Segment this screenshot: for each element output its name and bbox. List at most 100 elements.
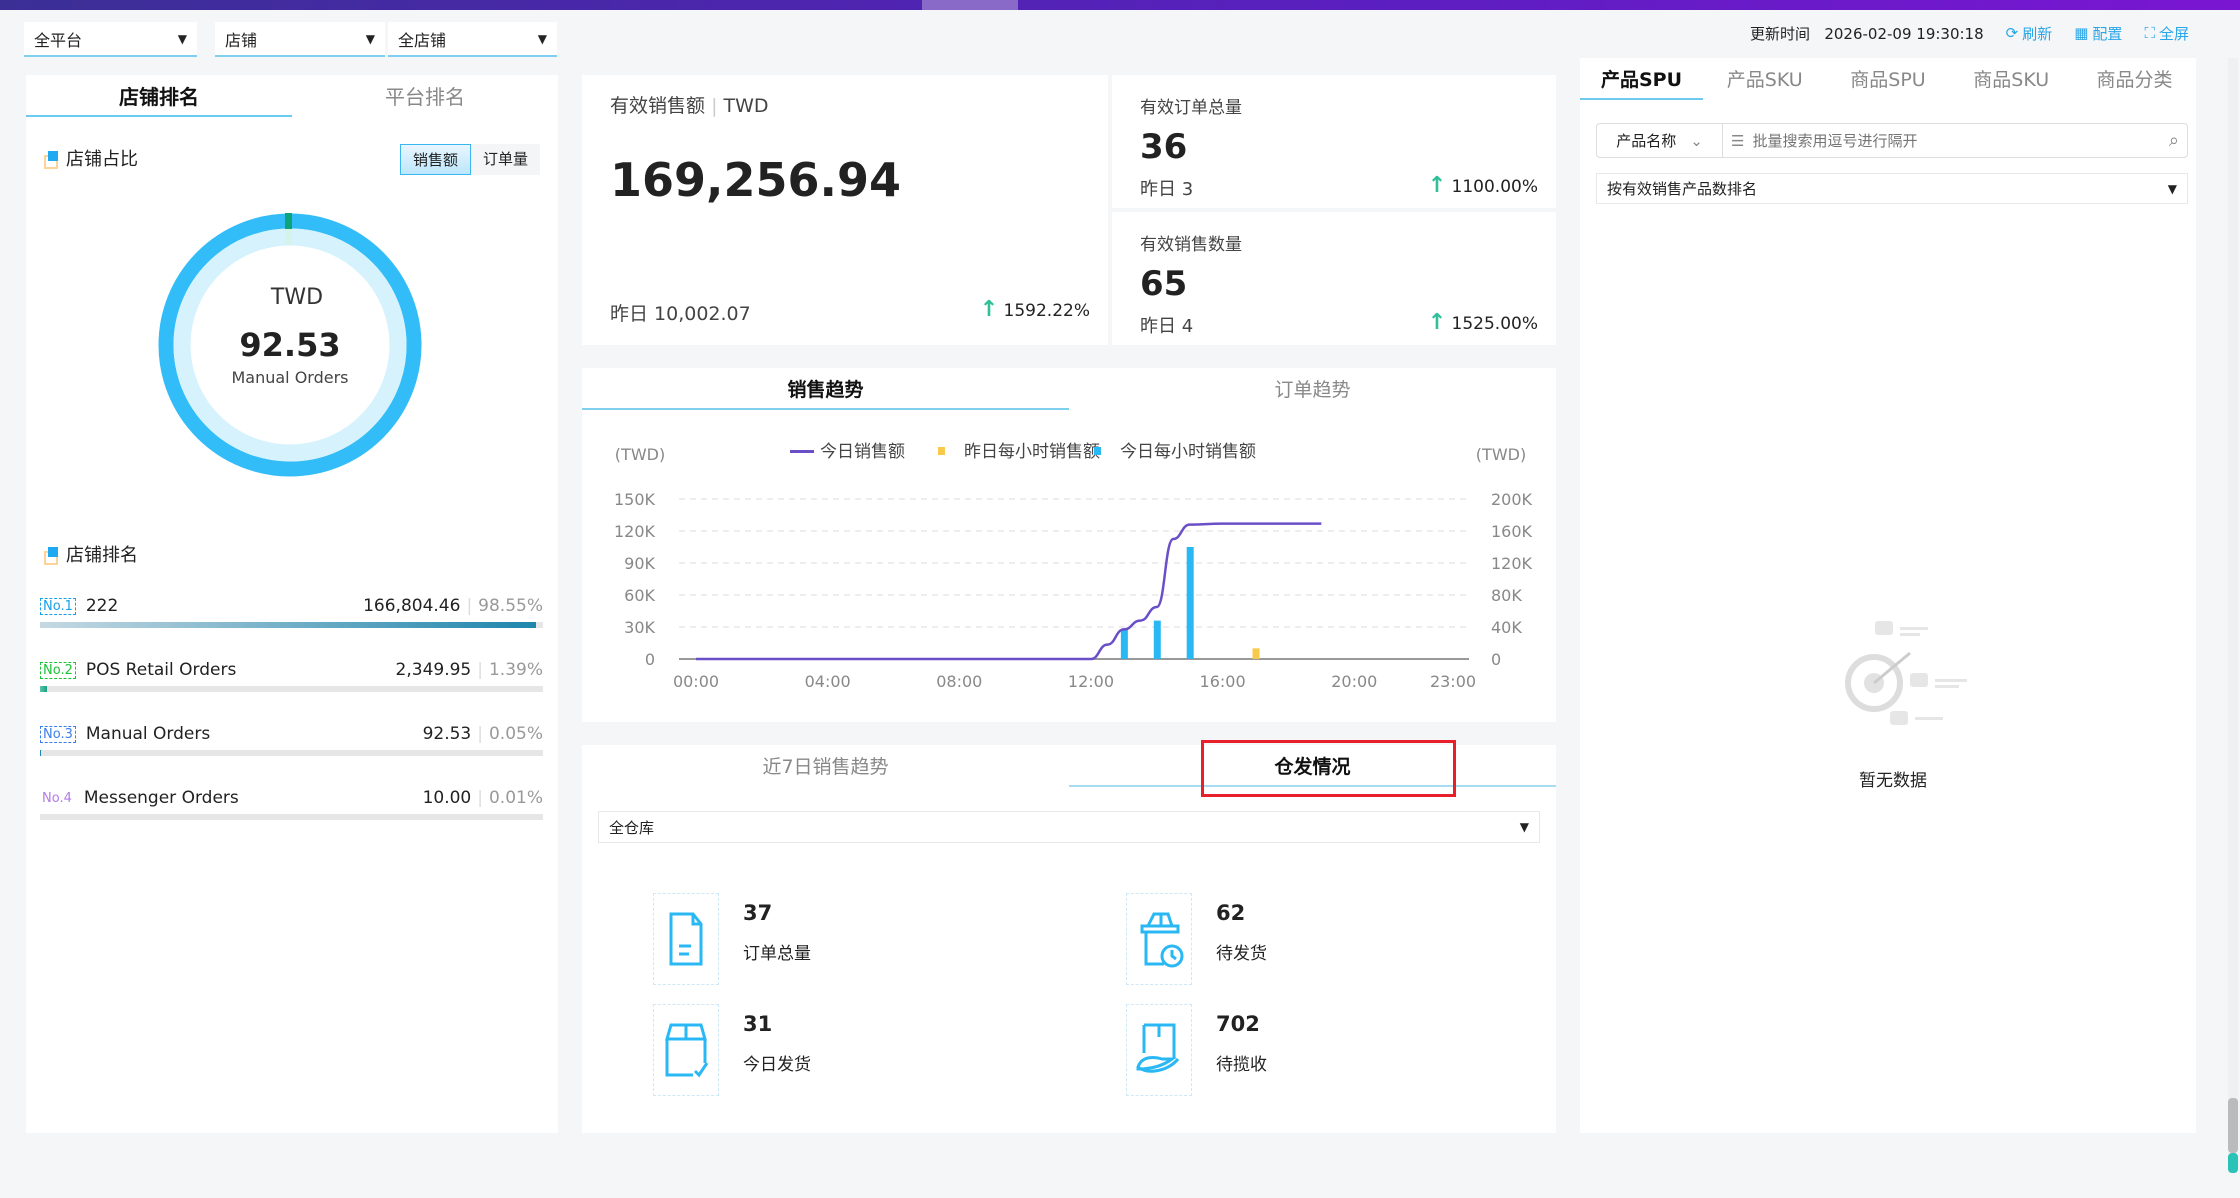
- stat-label: 待揽收: [1216, 1055, 1267, 1075]
- ranking-item[interactable]: No.3 Manual Orders 92.530.05%: [40, 722, 543, 756]
- left-tick: 90K: [624, 554, 655, 573]
- store-sales: 10.00: [422, 788, 472, 808]
- right-tick: 40K: [1491, 618, 1522, 637]
- warehouse-select[interactable]: 全仓库 ▼: [598, 811, 1540, 843]
- warehouse-stat[interactable]: 31 今日发货: [653, 1004, 811, 1096]
- kpi-orders-card: 有效订单总量 36 昨日 3 ↑ 1100.00%: [1112, 75, 1556, 208]
- sort-select[interactable]: 按有效销售产品数排名 ▼: [1596, 173, 2188, 204]
- up-arrow-icon: ↑: [1427, 173, 1447, 198]
- donut-center-label: TWD 92.53 Manual Orders: [231, 285, 349, 387]
- grid-icon: ▦: [2074, 24, 2089, 42]
- search-field-select[interactable]: 产品名称 ⌄: [1597, 124, 1723, 157]
- today-hourly-bar: [1120, 629, 1128, 659]
- store-sales: 92.53: [422, 724, 472, 744]
- toggle-orders[interactable]: 订单量: [471, 144, 541, 175]
- search-input[interactable]: [1752, 131, 2169, 150]
- tab-7day-trend[interactable]: 近7日销售趋势: [762, 755, 889, 778]
- caret-down-icon: ▼: [365, 31, 375, 46]
- tab-product-4[interactable]: 商品分类: [2096, 68, 2173, 91]
- right-tick: 120K: [1491, 554, 1533, 573]
- tab-warehouse[interactable]: 仓发情况: [1069, 745, 1556, 787]
- section-icon: [44, 151, 58, 169]
- store-ranking-list: No.1 222 166,804.4698.55% No.2 POS Retail Or…: [40, 594, 543, 850]
- right-tick: 200K: [1491, 490, 1533, 509]
- box-hand-icon: [1126, 1004, 1192, 1096]
- product-ranking-panel: 产品SPU 产品SKU 商品SPU 商品SKU 商品分类 产品名称⌄ ☰ ⌕ 按有效销售…: [1580, 58, 2196, 1133]
- caret-down-icon: ▼: [177, 31, 187, 46]
- page-scrollbar[interactable]: [2228, 58, 2238, 1173]
- legend-line-marker: [790, 450, 814, 453]
- left-tick: 0: [645, 650, 655, 669]
- caret-down-icon: ▼: [1519, 820, 1529, 834]
- right-tick: 0: [1491, 650, 1501, 669]
- tab-product-0[interactable]: 产品SPU: [1580, 58, 1703, 100]
- kpi-qty-card: 有效销售数量 65 昨日 4 ↑ 1525.00%: [1112, 212, 1556, 345]
- share-bar: [40, 814, 543, 820]
- x-tick: 12:00: [1068, 672, 1114, 691]
- tab-product-2[interactable]: 商品SPU: [1850, 68, 1926, 91]
- caret-down-icon: ▼: [2167, 181, 2177, 196]
- store-name: Manual Orders: [85, 724, 211, 744]
- tab-store-ranking[interactable]: 店铺排名: [26, 75, 292, 117]
- ranking-item[interactable]: No.1 222 166,804.4698.55%: [40, 594, 543, 628]
- rank-badge: No.3: [40, 725, 76, 743]
- refresh-icon: ⟳: [2005, 24, 2019, 42]
- tab-order-trend[interactable]: 订单趋势: [1274, 378, 1351, 401]
- rank-badge: No.4: [42, 790, 72, 806]
- warehouse-stat[interactable]: 702 待揽收: [1126, 1004, 1267, 1096]
- legend-bar-marker: [938, 447, 945, 455]
- rank-badge: No.2: [40, 661, 76, 679]
- box-check-icon: [653, 1004, 719, 1096]
- fullscreen-button[interactable]: ⛶ 全屏: [2144, 24, 2189, 43]
- fullscreen-icon: ⛶: [2144, 24, 2155, 42]
- ranking-item[interactable]: No.2 POS Retail Orders 2,349.951.39%: [40, 658, 543, 692]
- rank-badge: No.1: [40, 597, 76, 615]
- warehouse-stat[interactable]: 37 订单总量: [653, 893, 811, 985]
- store-select[interactable]: 全店铺 ▼: [388, 22, 557, 57]
- x-tick: 04:00: [805, 672, 851, 691]
- ranking-item[interactable]: No.4 Messenger Orders 10.000.01%: [40, 786, 543, 820]
- left-tick: 120K: [614, 522, 656, 541]
- empty-state-text: 暂无数据: [1859, 771, 1927, 791]
- document-icon: [653, 893, 719, 985]
- donut-slice-pos: [285, 213, 292, 229]
- store-share-title: 店铺占比: [44, 145, 138, 171]
- highlight-box: [1201, 740, 1456, 797]
- header-actions: 更新时间 2026-02-09 19:30:18 ⟳ 刷新 ▦ 配置 ⛶ 全屏: [1750, 22, 2189, 44]
- chevron-down-icon: ⌄: [1690, 131, 1703, 150]
- x-tick: 23:00: [1430, 672, 1476, 691]
- config-button[interactable]: ▦ 配置: [2074, 24, 2123, 43]
- legend-entry: 昨日每小时销售额: [964, 442, 1100, 462]
- store-pct: 98.55%: [466, 596, 543, 616]
- stat-value: 37: [743, 901, 773, 925]
- store-sales: 2,349.95: [395, 660, 472, 680]
- tab-product-3[interactable]: 商品SKU: [1973, 68, 2050, 91]
- store-ranking-title: 店铺排名: [44, 541, 138, 567]
- refresh-button[interactable]: ⟳ 刷新: [2005, 24, 2053, 43]
- stat-label: 今日发货: [743, 1055, 811, 1075]
- stat-value: 62: [1216, 901, 1246, 925]
- legend-entry: 今日销售额: [820, 442, 905, 462]
- search-icon[interactable]: ⌕: [2168, 130, 2179, 151]
- stat-value: 702: [1216, 1012, 1260, 1036]
- section-icon: [44, 547, 58, 565]
- store-share-donut[interactable]: [158, 213, 422, 477]
- top-accent-bar: [0, 0, 2240, 10]
- store-name: POS Retail Orders: [85, 660, 237, 680]
- x-tick: 16:00: [1200, 672, 1246, 691]
- stat-value: 31: [743, 1012, 773, 1036]
- tab-sales-trend[interactable]: 销售趋势: [582, 368, 1069, 410]
- platform-select[interactable]: 全平台 ▼: [24, 22, 197, 57]
- toggle-sales[interactable]: 销售额: [400, 144, 472, 175]
- tab-product-1[interactable]: 产品SKU: [1726, 68, 1803, 91]
- store-type-select[interactable]: 店铺 ▼: [215, 22, 385, 57]
- store-name: Messenger Orders: [83, 788, 239, 808]
- legend-bar-marker: [1094, 447, 1101, 455]
- left-tick: 60K: [624, 586, 655, 605]
- store-pct: 0.05%: [477, 724, 543, 744]
- right-tick: 80K: [1491, 586, 1522, 605]
- caret-down-icon: ▼: [537, 31, 547, 46]
- warehouse-stat[interactable]: 62 待发货: [1126, 893, 1267, 985]
- kpi-sales-card: 有效销售额 | TWD 169,256.94 昨日 10,002.07 ↑ 15…: [582, 75, 1108, 345]
- tab-platform-ranking[interactable]: 平台排名: [385, 84, 465, 109]
